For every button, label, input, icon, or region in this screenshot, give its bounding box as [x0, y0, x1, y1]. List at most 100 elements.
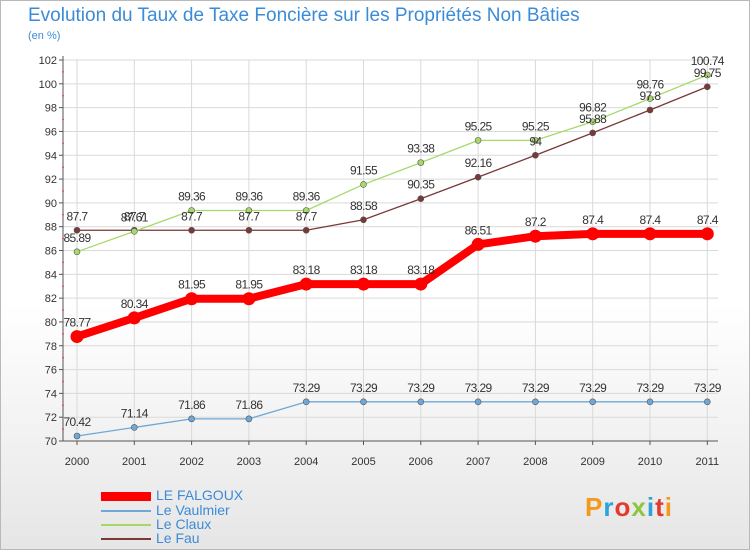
data-point-le-vaulmier: [302, 398, 310, 406]
y-tick-label: 80: [45, 317, 57, 329]
legend-label-le-falgoux: LE FALGOUX: [156, 487, 244, 503]
legend-swatch-le-vaulmier: [101, 510, 151, 512]
y-minor-tick: [62, 309, 64, 312]
data-point-le-fau: [360, 216, 367, 224]
grid-lines: [63, 59, 718, 442]
data-point-le-falgoux: [586, 227, 600, 241]
data-label-le-claux: 98.76: [636, 78, 664, 92]
data-point-le-vaulmier: [360, 398, 367, 406]
y-minor-tick: [62, 261, 64, 264]
data-label-le-claux: 100.74: [691, 54, 725, 68]
data-label-le-vaulmier: 71.86: [235, 398, 263, 412]
data-label-le-fau: 95.88: [579, 112, 607, 126]
legend-swatch-le-falgoux: [101, 492, 151, 501]
data-label-le-falgoux: 87.4: [582, 213, 604, 227]
data-point-le-fau: [474, 173, 482, 181]
x-tick-label: 2008: [523, 456, 547, 468]
data-label-le-claux: 95.25: [522, 119, 550, 133]
data-point-le-claux: [131, 228, 138, 235]
data-point-le-vaulmier: [417, 398, 425, 406]
legend-swatch-le-claux: [101, 524, 151, 526]
data-point-le-fau: [73, 226, 81, 234]
data-point-le-vaulmier: [532, 398, 539, 406]
data-label-le-vaulmier: 71.14: [121, 406, 149, 420]
data-point-le-vaulmier: [131, 424, 138, 431]
data-label-le-falgoux: 83.18: [350, 263, 378, 277]
data-label-le-vaulmier: 73.29: [579, 381, 607, 395]
data-point-le-claux: [188, 207, 195, 214]
data-label-le-fau: 90.35: [407, 178, 435, 192]
data-label-le-falgoux: 83.18: [293, 263, 321, 277]
y-minor-tick: [62, 142, 64, 145]
data-label-le-fau: 87.7: [124, 209, 146, 223]
x-tick-label: 2003: [237, 456, 261, 468]
data-point-le-falgoux: [643, 227, 657, 241]
x-tick-label: 2004: [294, 456, 318, 468]
data-label-le-fau: 94: [529, 134, 542, 148]
x-tick-label: 2001: [122, 456, 146, 468]
data-point-le-claux: [532, 137, 539, 144]
y-minor-tick: [62, 166, 64, 169]
y-minor-tick: [62, 70, 64, 73]
data-label-le-fau: 99.75: [694, 66, 722, 80]
data-point-le-fau: [188, 226, 195, 234]
data-point-le-falgoux: [700, 227, 714, 241]
y-minor-tick: [62, 356, 64, 359]
y-tick-label: 90: [45, 198, 57, 210]
data-label-le-fau: 87.7: [181, 209, 203, 223]
proxiti-logo: Proxiti: [585, 492, 673, 522]
y-minor-tick: [62, 380, 64, 383]
x-tick-label: 2000: [65, 456, 89, 468]
data-label-le-fau: 88.58: [350, 199, 378, 213]
data-point-le-claux: [589, 118, 597, 125]
data-label-le-falgoux: 83.18: [407, 263, 435, 277]
data-label-le-falgoux: 81.95: [178, 278, 206, 292]
data-label-le-claux: 89.36: [235, 189, 263, 203]
data-label-le-fau: 87.7: [296, 209, 318, 223]
y-tick-label: 76: [45, 365, 57, 377]
y-minor-tick: [62, 428, 64, 431]
data-point-le-vaulmier: [646, 398, 654, 406]
data-label-le-vaulmier: 73.29: [350, 381, 378, 395]
data-label-le-vaulmier: 70.42: [63, 415, 91, 429]
data-label-le-vaulmier: 73.29: [407, 381, 435, 395]
y-minor-tick: [62, 213, 64, 216]
legend-label-le-claux: Le Claux: [156, 516, 212, 532]
y-tick-label: 92: [45, 174, 57, 186]
data-point-le-falgoux: [528, 229, 542, 243]
y-tick-label: 70: [45, 436, 57, 448]
data-label-le-vaulmier: 71.86: [178, 398, 206, 412]
data-label-le-fau: 87.7: [67, 209, 89, 223]
axes: 70 72 74 76 78 80 82 84 86 88 90 92 94 96 98 100 102 2000…: [39, 55, 719, 468]
data-point-le-vaulmier: [703, 398, 711, 406]
legend-label-le-fau: Le Fau: [156, 530, 200, 546]
y-tick-label: 86: [45, 246, 57, 258]
data-label-le-vaulmier: 73.29: [522, 381, 550, 395]
data-label-le-fau: 87.7: [238, 209, 260, 223]
data-point-le-claux: [245, 207, 253, 214]
data-point-le-fau: [245, 226, 253, 234]
data-point-le-falgoux: [185, 292, 199, 306]
series-line-le-fau: [76, 86, 708, 231]
data-point-le-vaulmier: [474, 398, 482, 406]
y-tick-label: 102: [39, 55, 57, 67]
x-tick-label: 2005: [351, 456, 375, 468]
data-point-le-fau: [417, 195, 425, 203]
y-minor-tick: [62, 237, 64, 240]
data-point-le-falgoux: [357, 277, 370, 291]
data-point-le-falgoux: [127, 311, 141, 325]
data-point-le-vaulmier: [73, 432, 81, 440]
data-point-le-falgoux: [299, 277, 313, 291]
x-tick-label: 2011: [695, 456, 719, 468]
data-point-le-fau: [302, 226, 310, 234]
data-point-le-fau: [589, 129, 597, 137]
data-point-le-falgoux: [242, 292, 256, 306]
data-label-le-vaulmier: 73.29: [694, 381, 722, 395]
y-minor-tick: [62, 189, 64, 192]
data-point-le-claux: [703, 71, 711, 79]
data-label-le-claux: 95.25: [465, 119, 493, 133]
data-label-le-vaulmier: 73.29: [636, 381, 664, 395]
x-tick-label: 2002: [179, 456, 203, 468]
